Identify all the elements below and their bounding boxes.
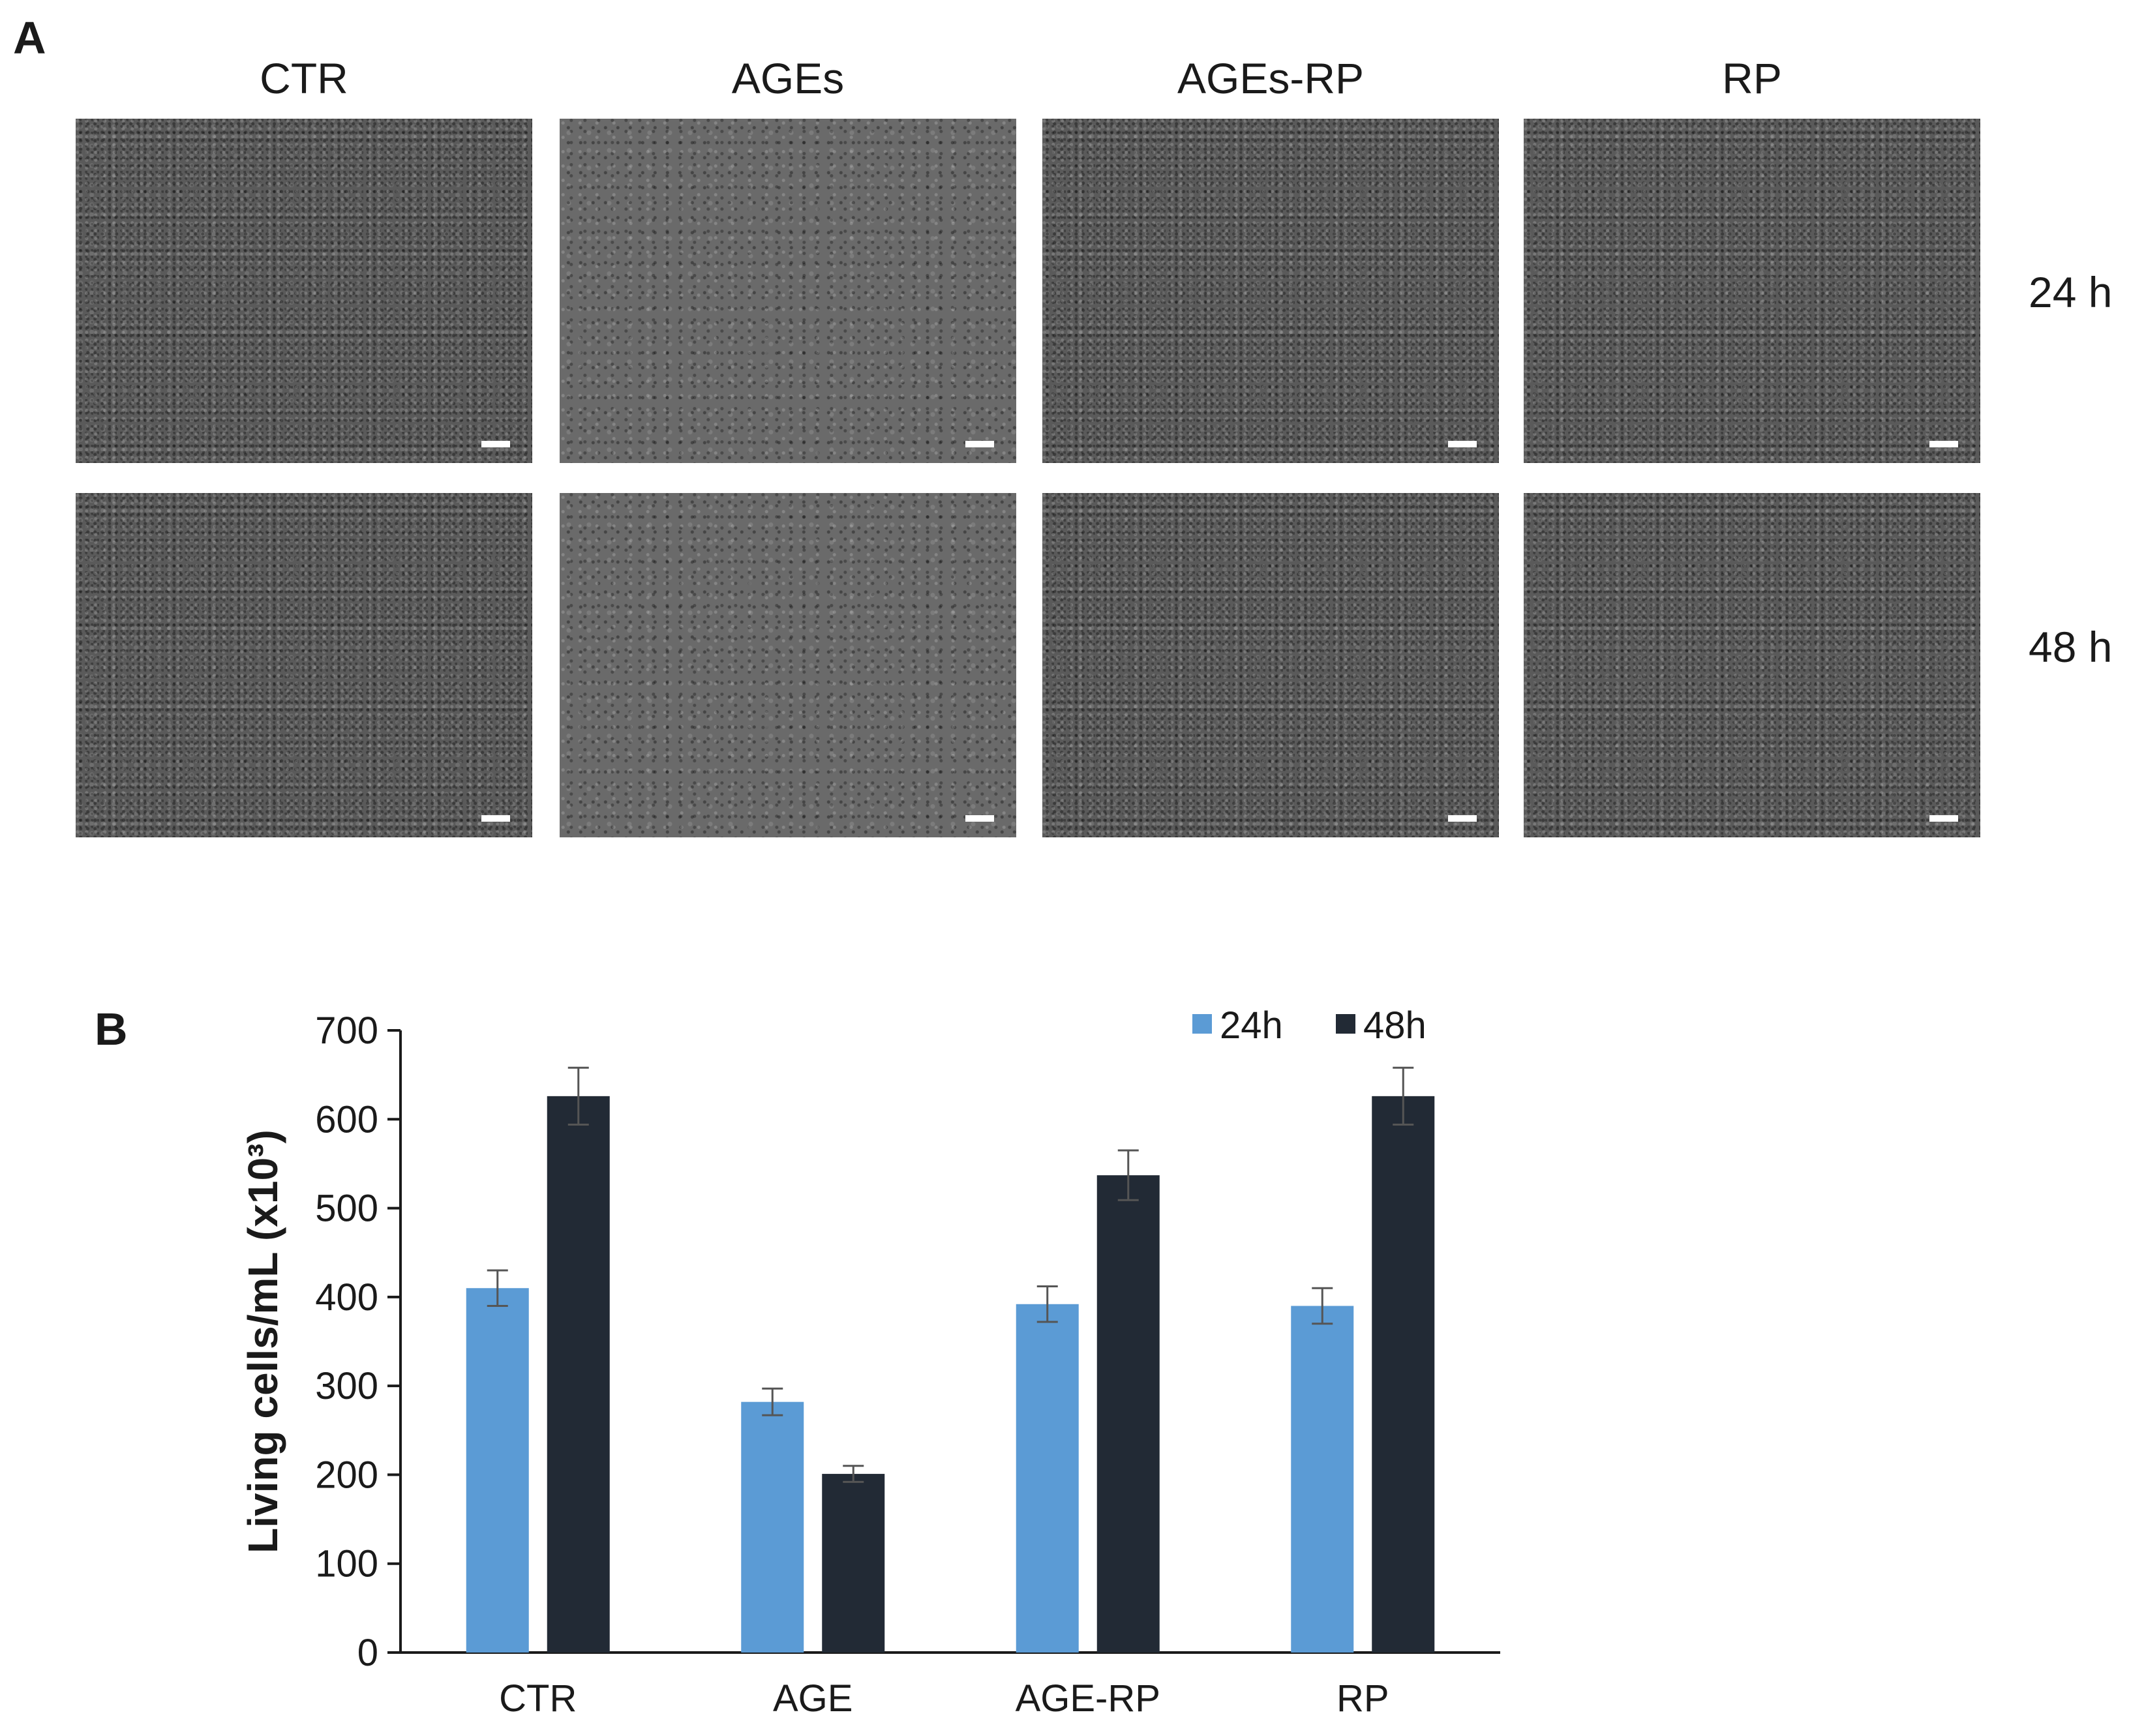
- x-tick-label: CTR: [499, 1677, 577, 1720]
- column-title-ages: AGEs: [731, 54, 845, 102]
- x-tick-label: AGE-RP: [1016, 1677, 1160, 1720]
- column-title-ages-rp: AGEs-RP: [1177, 54, 1365, 102]
- legend-label-24h: 24h: [1220, 1004, 1283, 1047]
- micrograph-ages-rp-48h: [1042, 493, 1499, 837]
- scale-bar: [481, 441, 510, 447]
- scale-bar: [1929, 815, 1958, 822]
- y-tick-label: 400: [315, 1276, 378, 1319]
- micrograph-rp-48h: [1524, 493, 1980, 837]
- micrograph-ages-48h: [560, 493, 1016, 837]
- bar-48h-RP: [1372, 1096, 1435, 1653]
- y-axis-title: Living cells/mL (x10³): [239, 1130, 286, 1553]
- y-tick-label: 0: [357, 1632, 378, 1674]
- y-tick-label: 200: [315, 1454, 378, 1496]
- row-label-48h: 48 h: [2029, 623, 2113, 671]
- bar-24h-AGE-RP: [1016, 1304, 1079, 1653]
- y-tick-label: 100: [315, 1543, 378, 1585]
- scale-bar: [965, 815, 994, 822]
- scale-bar: [481, 815, 510, 822]
- y-tick-label: 300: [315, 1365, 378, 1407]
- row-label-24h: 24 h: [2029, 268, 2113, 316]
- column-title-ctr: CTR: [260, 54, 348, 102]
- legend-swatch-48h: [1336, 1014, 1355, 1034]
- panel-a-label: A: [13, 12, 46, 63]
- legend-swatch-24h: [1192, 1014, 1212, 1034]
- scale-bar: [965, 441, 994, 447]
- bar-48h-CTR: [547, 1096, 610, 1653]
- y-tick-label: 700: [315, 1010, 378, 1052]
- bar-48h-AGE: [822, 1474, 885, 1653]
- scale-bar: [1929, 441, 1958, 447]
- y-tick-label: 500: [315, 1188, 378, 1230]
- x-tick-label: AGE: [773, 1677, 853, 1720]
- micrograph-ages-24h: [560, 119, 1016, 463]
- micrograph-rp-24h: [1524, 119, 1980, 463]
- bar-24h-RP: [1291, 1306, 1354, 1653]
- micrograph-ages-rp-24h: [1042, 119, 1499, 463]
- bar-24h-AGE: [741, 1401, 804, 1653]
- y-tick-label: 600: [315, 1098, 378, 1141]
- panel-b-label: B: [95, 1004, 128, 1055]
- bar-24h-CTR: [466, 1288, 529, 1653]
- column-title-rp: RP: [1722, 54, 1782, 102]
- legend-label-48h: 48h: [1363, 1004, 1427, 1047]
- x-tick-label: RP: [1336, 1677, 1389, 1720]
- scale-bar: [1448, 441, 1477, 447]
- micrograph-ctr-48h: [76, 493, 532, 837]
- scale-bar: [1448, 815, 1477, 822]
- bar-48h-AGE-RP: [1096, 1175, 1160, 1653]
- micrograph-ctr-24h: [76, 119, 532, 463]
